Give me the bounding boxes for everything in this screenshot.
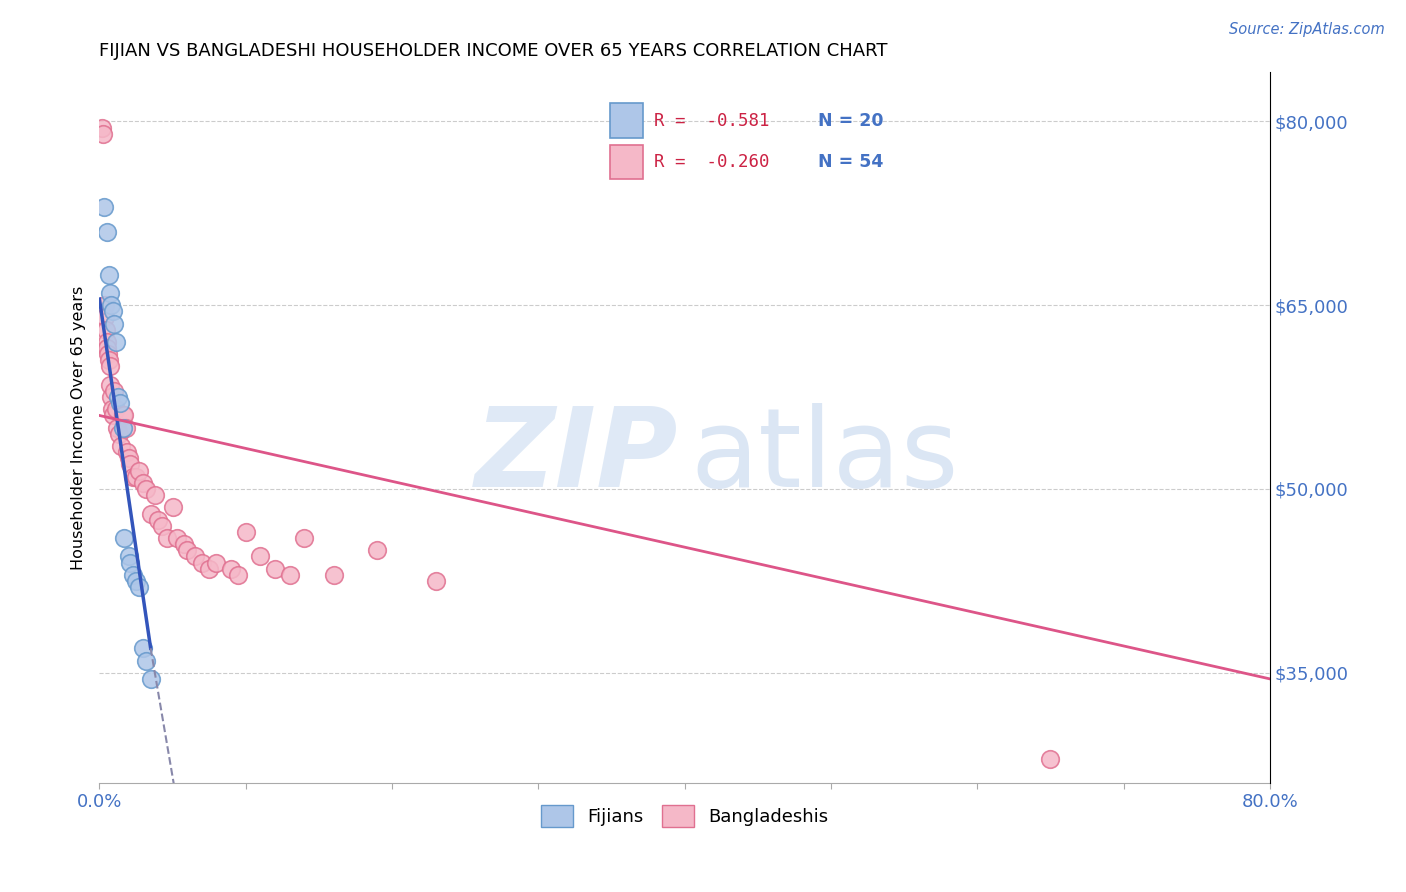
Point [104, 402, 127, 417]
Point [98, 285, 121, 300]
Point [108, 426, 131, 441]
Point [97, 268, 120, 282]
Point [108, 396, 131, 410]
Text: ZIP: ZIP [475, 402, 679, 509]
Point [101, 402, 124, 417]
Point [278, 567, 301, 582]
Point [94, 323, 117, 337]
Point [97, 347, 120, 361]
Point [93, 200, 115, 214]
Point [135, 653, 157, 667]
Point [366, 543, 388, 558]
Point [128, 464, 150, 478]
Point [100, 390, 122, 404]
Point [125, 574, 148, 588]
Point [135, 482, 157, 496]
Point [122, 567, 145, 582]
Point [97, 353, 120, 368]
Point [249, 549, 271, 564]
Point [173, 537, 195, 551]
Point [120, 458, 142, 472]
Point [111, 409, 134, 423]
Point [122, 469, 145, 483]
Point [139, 507, 162, 521]
Point [205, 556, 228, 570]
Point [235, 524, 257, 539]
Point [146, 513, 169, 527]
Point [96, 334, 118, 349]
Text: Source: ZipAtlas.com: Source: ZipAtlas.com [1229, 22, 1385, 37]
Point [111, 421, 134, 435]
Point [114, 421, 136, 435]
Point [125, 469, 148, 483]
Point [156, 531, 179, 545]
Point [132, 641, 155, 656]
Point [96, 341, 118, 355]
Point [183, 549, 205, 564]
Point [104, 334, 127, 349]
Point [93, 298, 115, 312]
Point [98, 359, 121, 374]
Point [120, 556, 142, 570]
Point [101, 409, 124, 423]
Point [292, 531, 315, 545]
Point [100, 377, 122, 392]
Y-axis label: Householder Income Over 65 years: Householder Income Over 65 years [72, 285, 86, 570]
Point [191, 556, 214, 570]
Point [128, 580, 150, 594]
Point [1039, 751, 1062, 765]
Point [118, 549, 141, 564]
Point [101, 304, 124, 318]
Point [143, 488, 166, 502]
Point [94, 310, 117, 325]
Text: atlas: atlas [690, 402, 959, 509]
Point [198, 561, 221, 575]
Point [100, 298, 122, 312]
Point [91, 127, 114, 141]
Point [425, 574, 447, 588]
Point [132, 475, 155, 490]
Point [103, 384, 125, 398]
Point [150, 518, 173, 533]
Point [105, 421, 128, 435]
Point [110, 439, 132, 453]
Point [322, 567, 344, 582]
Point [139, 672, 162, 686]
Text: FIJIAN VS BANGLADESHI HOUSEHOLDER INCOME OVER 65 YEARS CORRELATION CHART: FIJIAN VS BANGLADESHI HOUSEHOLDER INCOME… [100, 42, 889, 60]
Point [219, 561, 242, 575]
Point [115, 445, 138, 459]
Point [166, 531, 188, 545]
Point [112, 409, 135, 423]
Point [91, 120, 114, 135]
Point [176, 543, 198, 558]
Point [118, 451, 141, 466]
Point [96, 225, 118, 239]
Point [103, 317, 125, 331]
Point [162, 500, 184, 515]
Point [112, 531, 135, 545]
Point [264, 561, 287, 575]
Point [107, 390, 129, 404]
Point [228, 567, 250, 582]
Legend: Fijians, Bangladeshis: Fijians, Bangladeshis [533, 798, 837, 834]
